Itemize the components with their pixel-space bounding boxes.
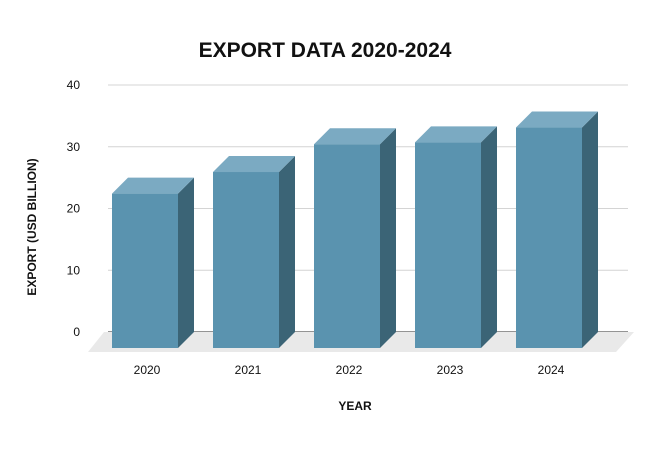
bar-top (516, 111, 598, 128)
bar-top (112, 177, 194, 194)
bar-front (213, 172, 279, 348)
x-axis-ticks: 2020 2021 2022 2023 2024 (134, 363, 565, 377)
bar-top (314, 128, 396, 145)
y-axis-ticks: 0 10 20 30 40 (67, 78, 81, 339)
bar-2023 (415, 126, 497, 348)
bar-2024 (516, 111, 598, 349)
bars (112, 111, 598, 349)
x-tick-label: 2023 (437, 363, 464, 377)
bar-2021 (213, 156, 295, 348)
y-tick-label: 0 (73, 325, 80, 339)
y-tick-label: 30 (67, 140, 81, 154)
bar-side (582, 111, 598, 349)
bar-side (481, 126, 497, 348)
bar-2020 (112, 177, 194, 348)
y-tick-label: 40 (67, 78, 81, 92)
bar-front (516, 127, 582, 349)
bar-front (314, 144, 380, 348)
bar-top (213, 156, 295, 173)
bar-side (380, 128, 396, 348)
y-axis-title: EXPORT (USD BILLION) (25, 158, 39, 295)
x-tick-label: 2022 (336, 363, 363, 377)
x-axis-title: YEAR (338, 399, 372, 413)
y-tick-label: 20 (67, 202, 81, 216)
chart-title: EXPORT DATA 2020-2024 (199, 39, 452, 62)
x-tick-label: 2021 (235, 363, 262, 377)
x-tick-label: 2020 (134, 363, 161, 377)
bar-side (178, 177, 194, 348)
bar-top (415, 126, 497, 143)
x-tick-label: 2024 (538, 363, 565, 377)
y-tick-label: 10 (67, 263, 81, 277)
bar-front (112, 193, 178, 348)
bar-side (279, 156, 295, 348)
bar-front (415, 142, 481, 348)
bar-2022 (314, 128, 396, 348)
